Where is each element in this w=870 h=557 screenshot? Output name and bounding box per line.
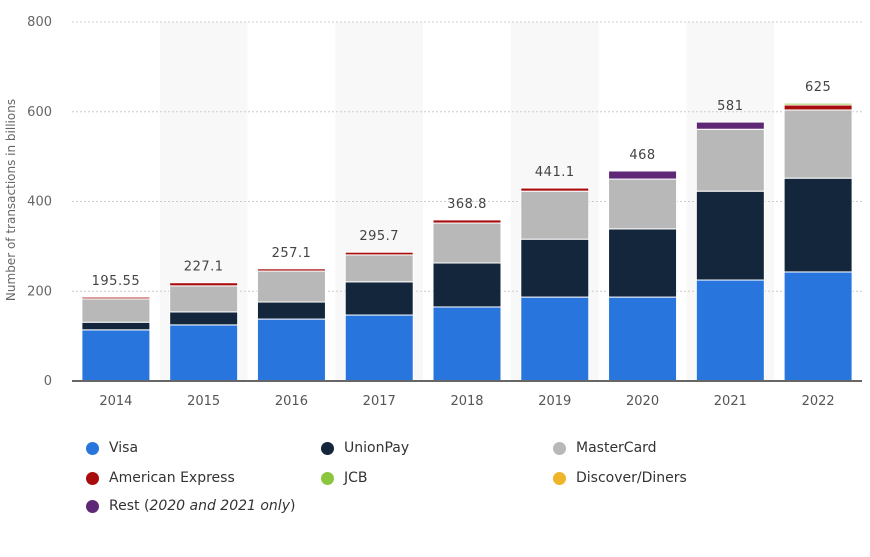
bars [81, 102, 853, 382]
bar-stack-2022 [783, 102, 853, 382]
bar-stack-2018 [432, 219, 502, 382]
bar-segment-mastercard[interactable] [256, 270, 326, 303]
bar-segment-mastercard[interactable] [608, 178, 678, 230]
legend-dot-american-express [86, 471, 99, 485]
bar-segment-american-express[interactable] [81, 296, 151, 300]
bar-stack-2020 [608, 170, 678, 382]
bar-stack-2015 [169, 282, 239, 382]
legend-dot-mastercard [553, 441, 566, 455]
bar-stack-2014 [81, 296, 151, 382]
bar-segment-american-express[interactable] [344, 251, 414, 256]
legend-label: JCB [344, 470, 368, 486]
x-tick-label: 2019 [538, 394, 571, 409]
legend-label: MasterCard [576, 440, 657, 456]
bar-segment-visa[interactable] [256, 318, 326, 382]
x-tick-label: 2018 [450, 394, 483, 409]
bar-stack-2019 [520, 187, 590, 382]
bar-segment-unionpay[interactable] [81, 321, 151, 331]
legend-item-visa[interactable]: Visa [86, 440, 138, 456]
bar-segment-mastercard[interactable] [169, 285, 239, 313]
total-label: 625 [805, 80, 831, 95]
bar-segment-unionpay[interactable] [344, 281, 414, 316]
bar-segment-unionpay[interactable] [520, 238, 590, 298]
total-label: 581 [717, 99, 743, 114]
legend-label: Rest (2020 and 2021 only) [109, 498, 296, 514]
x-tick-label: 2017 [363, 394, 396, 409]
bar-segment-unionpay[interactable] [169, 311, 239, 326]
bar-segment-unionpay[interactable] [432, 262, 502, 308]
bar-segment-visa[interactable] [695, 279, 765, 382]
bar-segment-visa[interactable] [432, 306, 502, 382]
bar-segment-mastercard[interactable] [81, 298, 151, 323]
bar-segment-mastercard[interactable] [520, 190, 590, 240]
total-label: 195.55 [92, 274, 141, 289]
x-tick-label: 2015 [187, 394, 220, 409]
bar-stack-2017 [344, 251, 414, 382]
legend-dot-rest [86, 499, 99, 513]
bar-segment-american-express[interactable] [432, 219, 502, 224]
y-tick-label: 0 [44, 374, 52, 389]
total-label: 257.1 [272, 246, 312, 261]
bar-segment-rest[interactable] [608, 170, 678, 180]
bar-segment-visa[interactable] [344, 314, 414, 382]
total-labels: 195.55 227.1 257.1 295.7 368.8 441.1 468 581 625 [92, 80, 831, 289]
total-label: 441.1 [535, 165, 575, 180]
x-tick-label: 2016 [275, 394, 308, 409]
bar-segment-mastercard[interactable] [783, 109, 853, 179]
legend-item-unionpay[interactable]: UnionPay [321, 440, 409, 456]
bar-segment-rest[interactable] [695, 121, 765, 130]
y-axis-label: Number of transactions in billions [4, 99, 18, 301]
legend-dot-visa [86, 441, 99, 455]
bar-segment-american-express[interactable] [256, 268, 326, 272]
legend-label: American Express [109, 470, 235, 486]
bar-segment-unionpay[interactable] [608, 228, 678, 298]
bar-stack-2021 [695, 121, 765, 382]
total-label: 227.1 [184, 260, 224, 275]
stacked-bar-chart: 0 200 400 600 800 Number of transactions in … [4, 15, 862, 409]
legend-item-american-express[interactable]: American Express [86, 470, 235, 486]
y-tick-label: 200 [27, 284, 52, 299]
y-tick-label: 400 [27, 195, 52, 210]
bar-segment-unionpay[interactable] [256, 301, 326, 320]
legend-item-jcb[interactable]: JCB [321, 470, 368, 486]
legend-item-discover-diners[interactable]: Discover/Diners [553, 470, 687, 486]
x-tick-label: 2014 [99, 394, 132, 409]
bar-segment-mastercard[interactable] [432, 222, 502, 264]
bar-segment-american-express[interactable] [783, 104, 853, 111]
bar-segment-unionpay[interactable] [695, 190, 765, 281]
bar-segment-visa[interactable] [169, 324, 239, 382]
bar-segment-visa[interactable] [783, 271, 853, 382]
legend-label-note: 2020 and 2021 only [149, 498, 290, 514]
legend-label-main: Rest [109, 498, 140, 514]
total-label: 295.7 [359, 229, 399, 244]
legend-label: UnionPay [344, 440, 410, 456]
total-label: 368.8 [447, 197, 487, 212]
y-axis-ticks: 0 200 400 600 800 [27, 15, 52, 389]
legend-label: Discover/Diners [576, 470, 687, 486]
bar-segment-visa[interactable] [81, 329, 151, 382]
bar-segment-mastercard[interactable] [344, 254, 414, 283]
legend-label: Visa [109, 440, 139, 456]
bar-segment-american-express[interactable] [520, 187, 590, 192]
legend-dot-jcb [321, 471, 334, 485]
x-tick-label: 2021 [714, 394, 747, 409]
bar-segment-visa[interactable] [608, 296, 678, 382]
legend-item-mastercard[interactable]: MasterCard [553, 440, 657, 456]
bar-segment-mastercard[interactable] [695, 128, 765, 192]
y-tick-label: 600 [27, 105, 52, 120]
x-tick-label: 2022 [802, 394, 835, 409]
bar-segment-american-express[interactable] [169, 282, 239, 287]
legend-dot-discover-diners [553, 471, 566, 485]
x-axis-ticks: 2014 2015 2016 2017 2018 2019 2020 2021 2022 [99, 394, 834, 409]
bar-segment-jcb[interactable] [783, 102, 853, 106]
total-label: 468 [629, 148, 655, 163]
bar-segment-unionpay[interactable] [783, 177, 853, 273]
x-tick-label: 2020 [626, 394, 659, 409]
bar-stack-2016 [256, 268, 326, 382]
y-tick-label: 800 [27, 15, 52, 30]
bar-segment-visa[interactable] [520, 296, 590, 382]
legend-dot-unionpay [321, 441, 334, 455]
legend-item-rest[interactable]: Rest (2020 and 2021 only) [86, 498, 295, 514]
